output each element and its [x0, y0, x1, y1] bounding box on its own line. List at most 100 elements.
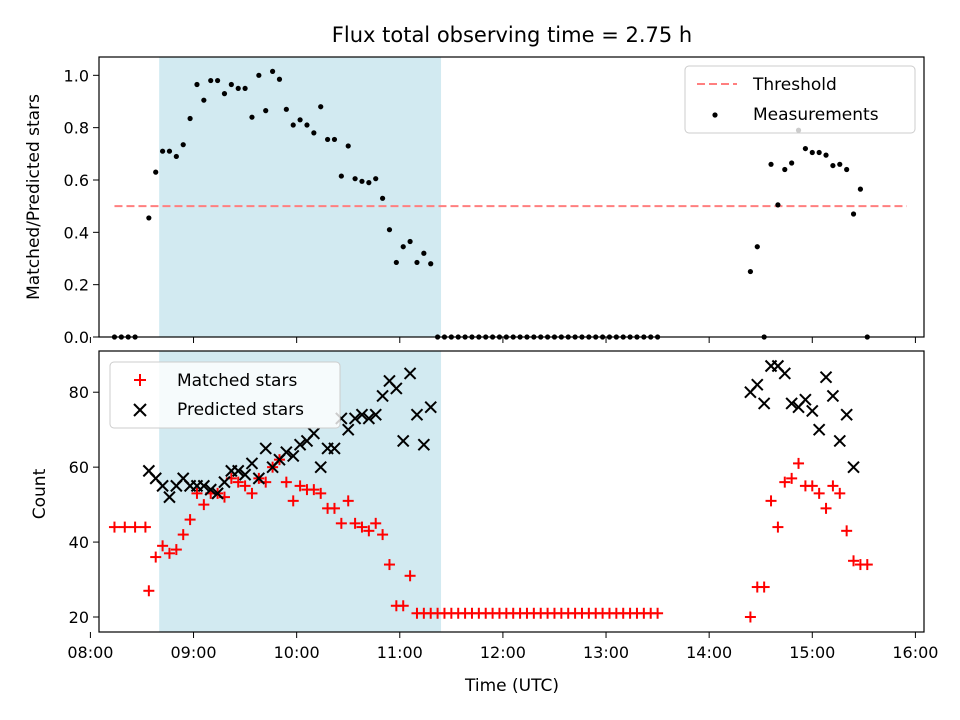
- measurement-point: [782, 166, 788, 173]
- predicted-star-point: [417, 438, 431, 451]
- matched-star-point: [150, 551, 162, 563]
- x-tick-label: 10:00: [274, 643, 320, 662]
- measurement-point: [421, 250, 427, 256]
- measurement-point: [775, 202, 781, 208]
- x-tick-label: 15:00: [789, 643, 835, 662]
- predicted-marker-b: [785, 397, 798, 410]
- measurement-point: [747, 268, 754, 275]
- top-panel: Flux total observing time = 2.75 h 0.00.…: [24, 23, 925, 347]
- y-tick-label: 0.8: [64, 119, 89, 138]
- matched-star-point: [820, 502, 832, 514]
- bottom-axes-frame: [98, 350, 925, 633]
- predicted-marker-b: [211, 487, 224, 500]
- measurement-point: [345, 143, 351, 149]
- predicted-star-point: [232, 464, 245, 478]
- measurement-point: [221, 91, 228, 97]
- matched-star-point: [861, 559, 873, 571]
- measurement-point: [379, 195, 386, 201]
- predicted-marker-b: [163, 490, 176, 504]
- matched-star-point: [772, 521, 784, 533]
- predicted-marker-b: [355, 408, 369, 421]
- measurement-point: [194, 81, 200, 88]
- matched-star-point: [335, 517, 347, 529]
- measurement-point: [837, 161, 843, 167]
- legend-predicted-label: Predicted stars: [177, 400, 304, 420]
- measurement-point: [208, 77, 214, 84]
- predicted-star-point: [410, 408, 424, 421]
- predicted-marker-b: [410, 408, 424, 421]
- predicted-marker-b: [757, 397, 771, 410]
- predicted-marker-b: [397, 434, 410, 448]
- matched-star-point: [163, 547, 175, 559]
- predicted-star-point: [328, 442, 341, 455]
- predicted-star-point: [369, 408, 382, 421]
- measurement-point: [789, 160, 795, 166]
- bottom-y-axis-label: Count: [30, 468, 50, 519]
- predicted-marker-b: [293, 438, 307, 451]
- matched-star-point: [744, 611, 756, 623]
- predicted-star-point: [197, 479, 211, 493]
- predicted-marker-b: [218, 475, 231, 489]
- matched-star-point: [294, 480, 306, 492]
- predicted-marker-b: [362, 412, 376, 425]
- predicted-star-point: [163, 490, 176, 504]
- measurement-point: [754, 244, 760, 250]
- top-legend: Threshold Measurements: [684, 65, 916, 134]
- matched-star-point: [404, 570, 416, 582]
- predicted-star-point: [362, 412, 376, 425]
- measurement-point: [428, 261, 434, 267]
- matched-star-point: [184, 514, 196, 526]
- measurement-point: [400, 244, 406, 250]
- matched-star-point: [139, 521, 151, 533]
- matched-star-point: [370, 517, 382, 529]
- top-axes-frame: [98, 56, 925, 338]
- measurement-point: [173, 153, 179, 160]
- matched-star-point: [652, 607, 664, 619]
- top-y-axis-label: Matched/Predicted stars: [24, 94, 44, 300]
- predicted-marker-b: [826, 389, 840, 403]
- predicted-star-point: [751, 378, 764, 391]
- matched-star-point: [157, 540, 169, 552]
- measurement-point: [407, 238, 413, 245]
- matched-star-point: [129, 521, 141, 533]
- y-tick-label: 0.2: [64, 276, 89, 295]
- measurement-point: [386, 227, 393, 233]
- predicted-marker-b: [204, 483, 217, 496]
- measurement-point: [768, 161, 774, 167]
- predicted-star-point: [826, 389, 840, 403]
- measurement-point: [228, 81, 234, 88]
- measurement-point: [373, 176, 379, 182]
- predicted-star-point: [806, 404, 819, 418]
- predicted-marker-b: [771, 359, 785, 373]
- matched-star-point: [349, 517, 361, 529]
- matched-star-point: [191, 487, 203, 499]
- x-tick-label: 16:00: [892, 643, 938, 662]
- measurement-point: [290, 122, 296, 128]
- matched-star-point: [308, 484, 320, 496]
- measurement-point: [338, 173, 344, 179]
- predicted-marker-b: [812, 423, 826, 436]
- measurements-points: [111, 68, 870, 340]
- predicted-marker-b: [840, 408, 853, 421]
- matched-star-point: [758, 581, 770, 593]
- measurement-point: [850, 211, 857, 217]
- matched-star-point: [280, 476, 292, 488]
- y-tick-label: 80: [69, 383, 89, 402]
- predicted-marker-b: [376, 389, 389, 403]
- measurement-point: [159, 148, 166, 154]
- predicted-marker-b: [751, 378, 764, 391]
- predicted-star-point: [840, 408, 853, 421]
- top-legend-box: [684, 65, 916, 134]
- x-tick-label: 13:00: [583, 643, 629, 662]
- matched-star-point: [827, 480, 839, 492]
- predicted-star-point: [156, 479, 169, 493]
- measurement-point: [201, 97, 207, 103]
- predicted-star-point: [403, 367, 417, 380]
- predicted-marker-b: [252, 472, 266, 485]
- matched-star-point: [328, 502, 340, 514]
- measurement-point: [242, 85, 248, 92]
- legend-threshold-label: Threshold: [752, 75, 837, 95]
- measurement-point: [187, 115, 193, 122]
- y-tick-label: 0.0: [64, 328, 89, 347]
- measurement-point: [283, 106, 289, 112]
